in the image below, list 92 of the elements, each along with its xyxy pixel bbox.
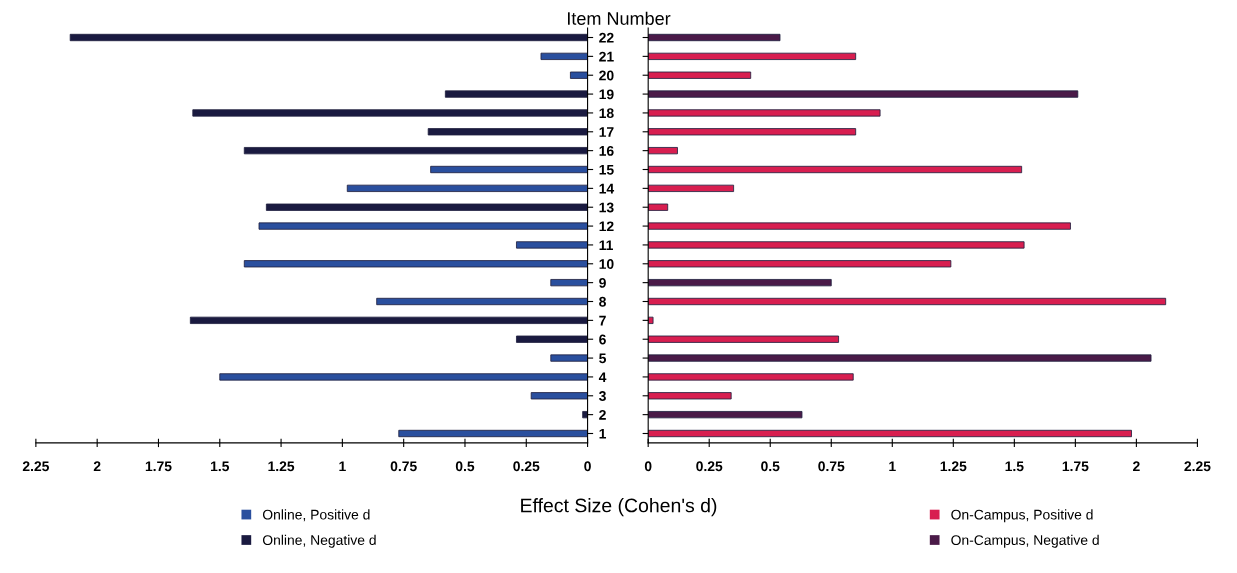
bar: [243, 147, 588, 155]
y-tick-label: 14: [599, 183, 615, 194]
y-tick-label: 22: [599, 32, 614, 43]
y-tick-label: 1: [599, 428, 607, 439]
y-tick-label: 17: [599, 127, 614, 137]
y-tick-label: 8: [599, 296, 606, 307]
y-tick-label: 11: [599, 240, 613, 250]
x-tick-label: 2: [1133, 461, 1140, 472]
y-axis-title: Item Number: [568, 11, 671, 25]
bar: [648, 260, 952, 268]
x-tick-label: 2.25: [22, 461, 49, 472]
x-tick-label: 1.75: [145, 461, 172, 472]
bar: [648, 128, 857, 136]
bar: [530, 392, 588, 400]
bar: [189, 316, 588, 324]
bar: [516, 241, 588, 249]
bar: [540, 52, 588, 60]
x-tick-label: 2.25: [1184, 461, 1211, 472]
legend-label: On-Campus, Positive d: [951, 509, 1093, 523]
x-tick-label: 0.25: [696, 461, 723, 472]
bar: [648, 90, 1079, 98]
y-tick-label: 15: [599, 164, 614, 175]
y-tick-label: 7: [599, 315, 606, 326]
x-tick-label: 1.25: [940, 461, 967, 472]
y-tick-label: 4: [598, 372, 607, 382]
x-tick-label: 0.5: [455, 461, 475, 472]
x-tick-label: 1.25: [268, 461, 295, 472]
y-tick-label: 20: [599, 70, 614, 81]
bar: [258, 222, 588, 230]
bar: [648, 203, 669, 211]
bar: [648, 165, 1023, 174]
bar: [648, 297, 1167, 306]
bar: [648, 222, 1071, 230]
y-tick-label: 3: [599, 391, 606, 401]
bar: [398, 429, 588, 438]
bar: [648, 316, 654, 324]
bar: [550, 279, 588, 287]
y-tick-label: 2: [599, 409, 606, 420]
x-tick-label: 0.25: [513, 461, 540, 472]
x-tick-label: 0.75: [818, 461, 845, 472]
x-tick-label: 1: [339, 461, 346, 472]
bar: [516, 335, 588, 343]
x-tick-label: 0.5: [761, 461, 780, 472]
bar: [648, 33, 781, 42]
y-tick-label: 12: [599, 221, 614, 232]
legend-label: Online, Positive d: [262, 509, 370, 522]
bar: [648, 241, 1025, 249]
x-tick-label: 0: [584, 461, 591, 472]
bar: [219, 373, 588, 381]
x-tick-label: 1.5: [211, 461, 230, 472]
legend-label: Online, Negative d: [262, 534, 376, 548]
x-tick-label: 1.75: [1062, 461, 1089, 472]
legend-label: On-Campus, Negative d: [951, 534, 1099, 548]
bar: [582, 411, 588, 419]
bar: [648, 354, 1152, 362]
bar: [648, 429, 1132, 438]
bar: [265, 203, 588, 211]
bar: [648, 52, 857, 60]
bar: [569, 71, 588, 79]
y-tick-label: 6: [599, 334, 606, 345]
bar: [648, 71, 752, 79]
bar: [444, 90, 588, 98]
bar: [430, 165, 588, 174]
bar: [192, 109, 588, 117]
bar: [648, 147, 678, 155]
bar: [648, 335, 840, 343]
bar: [648, 373, 854, 381]
y-tick-label: 19: [599, 89, 614, 100]
x-tick-label: 0.75: [390, 461, 417, 472]
bar: [69, 33, 588, 42]
bar: [427, 128, 588, 136]
bar: [648, 184, 735, 192]
x-tick-label: 2: [93, 461, 101, 472]
x-tick-label: 1: [889, 461, 896, 472]
bar: [648, 392, 732, 400]
bar: [648, 411, 803, 419]
y-tick-label: 10: [599, 259, 614, 269]
y-tick-label: 9: [599, 277, 606, 288]
x-axis-title: Effect Size (Cohen's d): [521, 498, 717, 517]
bar: [376, 297, 588, 306]
y-tick-label: 16: [599, 145, 614, 156]
y-tick-label: 21: [599, 51, 614, 62]
x-tick-label: 0: [644, 461, 652, 472]
y-tick-label: 5: [599, 353, 607, 364]
bar: [550, 354, 588, 362]
y-tick-label: 13: [599, 202, 614, 213]
bar: [648, 109, 881, 117]
bar: [346, 184, 588, 192]
bar: [243, 260, 588, 268]
y-tick-label: 18: [599, 108, 614, 119]
bar: [648, 279, 832, 287]
x-tick-label: 1.5: [1005, 461, 1024, 472]
